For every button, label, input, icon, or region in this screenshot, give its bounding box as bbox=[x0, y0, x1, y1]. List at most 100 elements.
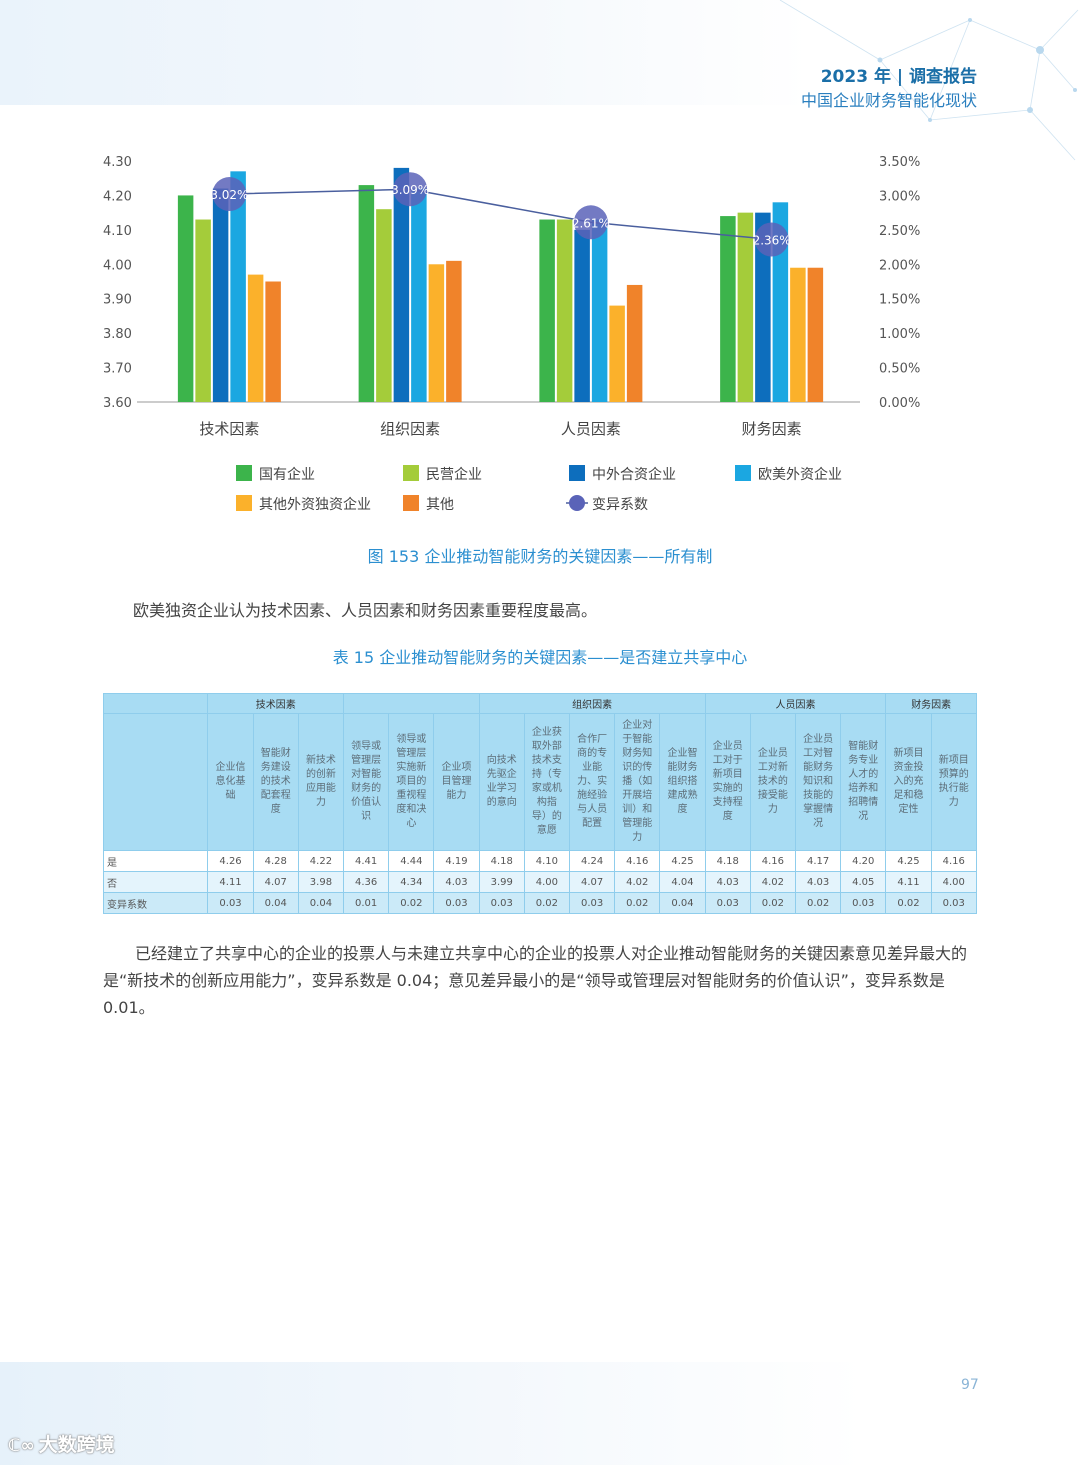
y-tick-label: 4.20 bbox=[103, 189, 132, 204]
bar bbox=[626, 284, 643, 402]
table-header-16: 新项目预算的执行能力 bbox=[930, 713, 978, 851]
table-header-4: 领导或管理层实施新项目的重视程度和决心 bbox=[388, 713, 435, 851]
table-row: 是 4.26 4.28 4.22 4.41 4.44 4.19 4.18 4.10 4.24 4.1… bbox=[102, 850, 978, 872]
legend-label: 其他外资独资企业 bbox=[259, 496, 371, 513]
table-cell: 0.02 bbox=[794, 892, 842, 914]
table-header-label: 企业获取外部技术支持（专家或机构指导）的意愿 bbox=[531, 727, 562, 836]
bar bbox=[195, 219, 211, 402]
bar bbox=[177, 195, 194, 402]
table-header-7: 企业获取外部技术支持（专家或机构指导）的意愿 bbox=[523, 713, 571, 851]
bar bbox=[737, 212, 754, 402]
table-header-2: 新技术的创新应用能力 bbox=[297, 713, 345, 851]
table-cell: 0.04 bbox=[659, 892, 706, 914]
table-cell: 0.03 bbox=[207, 892, 254, 914]
legend-swatch bbox=[403, 465, 419, 481]
x-tick-label: 组织因素 bbox=[380, 420, 440, 438]
table-cell: 4.26 bbox=[207, 850, 254, 872]
table-cell: 0.03 bbox=[840, 892, 887, 914]
bar bbox=[755, 212, 771, 402]
y-tick-label: 3.60 bbox=[103, 396, 132, 411]
table-cell: 4.25 bbox=[885, 850, 932, 872]
bar bbox=[539, 219, 555, 402]
table-cell: 4.16 bbox=[614, 850, 661, 872]
y2-tick-label: 0.00% bbox=[879, 396, 920, 411]
table-cell: 4.25 bbox=[659, 850, 706, 872]
group-personnel: 人员因素 bbox=[704, 693, 887, 714]
legend-label: 民营企业 bbox=[426, 466, 482, 483]
table-header-label: 领导或管理层实施新项目的重视程度和决心 bbox=[396, 734, 427, 829]
logo-icon: ℂ∞ bbox=[8, 1436, 35, 1456]
y2-tick-label: 3.00% bbox=[879, 189, 920, 204]
table-header-label: 新项目资金投入的充足和稳定性 bbox=[893, 748, 924, 815]
cv-line bbox=[229, 188, 772, 241]
table-cell: 0.03 bbox=[568, 892, 616, 914]
table-cell: 4.11 bbox=[885, 871, 932, 893]
table-corner bbox=[102, 693, 209, 714]
bar bbox=[265, 281, 281, 402]
bar bbox=[720, 216, 736, 402]
table-cell: 4.03 bbox=[433, 871, 480, 893]
bar bbox=[807, 267, 824, 402]
y2-tick-label: 3.50% bbox=[879, 155, 920, 170]
table-header-label: 新技术的创新应用能力 bbox=[305, 755, 336, 808]
table-cell: 0.02 bbox=[388, 892, 435, 914]
table-row: 否 4.11 4.07 3.98 4.36 4.34 4.03 3.99 4.00 4.07 4.0… bbox=[102, 871, 978, 893]
x-tick-label: 技术因素 bbox=[199, 420, 259, 438]
table-header-label: 企业信息化基础 bbox=[215, 762, 246, 801]
table-cell: 4.44 bbox=[388, 850, 435, 872]
table-cell: 0.02 bbox=[885, 892, 932, 914]
table-header-8: 合作厂商的专业能力、实施经验与人员配置 bbox=[568, 713, 616, 851]
table-header-label: 智能财务专业人才的培养和招聘情况 bbox=[848, 741, 879, 822]
table-header-label: 合作厂商的专业能力、实施经验与人员配置 bbox=[577, 734, 608, 829]
cv-marker bbox=[212, 177, 247, 212]
page-number: 97 bbox=[961, 1377, 979, 1393]
table-cell: 4.36 bbox=[343, 871, 390, 893]
header-band bbox=[0, 0, 1080, 105]
x-tick-label: 财务因素 bbox=[742, 420, 802, 438]
group-organization: 组织因素 bbox=[478, 693, 706, 714]
legend-swatch bbox=[569, 465, 585, 481]
legend-swatch bbox=[236, 495, 252, 511]
table-header-label: 企业员工对智能财务知识和技能的掌握情况 bbox=[803, 734, 834, 829]
table-header-0: 企业信息化基础 bbox=[207, 713, 254, 851]
table-cell: 4.00 bbox=[523, 871, 571, 893]
y-tick-label: 4.10 bbox=[103, 224, 132, 239]
table-cell: 4.04 bbox=[659, 871, 706, 893]
y-tick-label: 3.80 bbox=[103, 327, 132, 342]
report-subtitle: 中国企业财务智能化现状 bbox=[800, 91, 977, 110]
cv-data-label: 3.09% bbox=[391, 183, 429, 197]
table-cell: 4.05 bbox=[840, 871, 887, 893]
table-cell: 0.04 bbox=[252, 892, 299, 914]
paragraph-2-text: 已经建立了共享中心的企业的投票人与未建立共享中心的企业的投票人对企业推动智能财务… bbox=[103, 944, 968, 1017]
legend-label: 国有企业 bbox=[259, 466, 315, 483]
report-title: 2023 年 | 调查报告 bbox=[820, 67, 977, 87]
legend-swatch bbox=[403, 495, 419, 511]
table-cell: 0.02 bbox=[749, 892, 797, 914]
table-cell: 0.03 bbox=[433, 892, 480, 914]
table-cell: 4.16 bbox=[749, 850, 797, 872]
bar bbox=[790, 267, 806, 402]
table-body: 是 4.26 4.28 4.22 4.41 4.44 4.19 4.18 4.10 4.24 4.1… bbox=[102, 850, 978, 914]
table-cell: 0.03 bbox=[704, 892, 751, 914]
y2-tick-label: 0.50% bbox=[879, 362, 920, 377]
table-header-label: 领导或管理层对智能财务的价值认识 bbox=[351, 741, 382, 822]
bar bbox=[556, 219, 573, 402]
table-header-12: 企业员工对新技术的接受能力 bbox=[749, 713, 797, 851]
table-cell: 4.02 bbox=[749, 871, 797, 893]
table-cell: 3.99 bbox=[478, 871, 525, 893]
y-tick-label: 4.00 bbox=[103, 258, 132, 273]
figure-caption: 图 153 企业推动智能财务的关键因素——所有制 bbox=[367, 547, 713, 566]
table-header-label: 智能财务建设的技术配套程度 bbox=[260, 748, 291, 815]
shared-center-table: 技术因素 组织因素 人员因素 财务因素 企业信息化基础 智能财务建设的技术配套程度… bbox=[102, 693, 978, 914]
group-organization-a bbox=[343, 693, 480, 714]
table-cell: 0.01 bbox=[343, 892, 390, 914]
cv-marker bbox=[754, 222, 789, 257]
legend-marker bbox=[569, 495, 585, 511]
table-header-label: 企业员工对于新项目实施的支持程度 bbox=[712, 741, 743, 822]
table-corner-sub bbox=[102, 713, 209, 851]
paragraph-2: 已经建立了共享中心的企业的投票人与未建立共享中心的企业的投票人对企业推动智能财务… bbox=[103, 940, 977, 1021]
watermark-logo: ℂ∞ 大数跨境 bbox=[8, 1430, 115, 1457]
table-header-label: 企业对于智能财务知识的传播（如开展培训）和管理能力 bbox=[622, 720, 653, 843]
table-header-3: 领导或管理层对智能财务的价值认识 bbox=[343, 713, 390, 851]
table-cell: 4.03 bbox=[794, 871, 842, 893]
